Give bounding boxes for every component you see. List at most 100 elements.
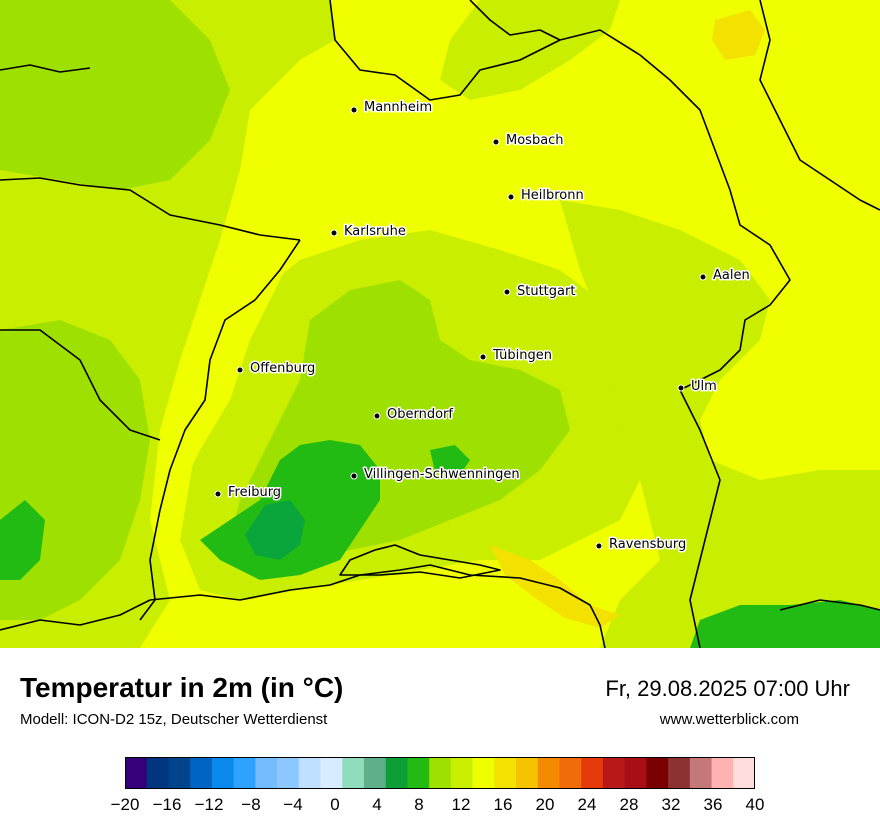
city-tuebingen: Tübingen	[479, 347, 554, 365]
scale-swatch	[407, 757, 430, 789]
scale-swatch	[320, 757, 343, 789]
light-green-east	[560, 200, 880, 648]
scale-swatch	[624, 757, 647, 789]
scale-swatch	[277, 757, 300, 789]
scale-swatch	[255, 757, 278, 789]
city-ravensburg: Ravensburg	[595, 536, 688, 554]
city-villingen-schwenningen: Villingen-Schwenningen	[350, 466, 521, 484]
warm-patch-northeast	[712, 10, 765, 60]
scale-tick-label: 28	[620, 795, 639, 814]
east-border	[759, 0, 880, 211]
scale-swatch	[559, 757, 582, 789]
model-source: Modell: ICON-D2 15z, Deutscher Wetterdie…	[20, 711, 328, 728]
scale-swatch	[429, 757, 452, 789]
scale-swatch	[190, 757, 213, 789]
temperature-color-scale	[125, 757, 755, 789]
temperature-map: Mannheim Mosbach Heilbronn Karlsruhe Aal…	[0, 0, 880, 648]
city-aalen: Aalen	[699, 267, 751, 285]
city-label-oberndorf: Oberndorf	[387, 407, 453, 422]
scale-swatch	[581, 757, 604, 789]
scale-swatch	[537, 757, 560, 789]
border-lines	[0, 0, 880, 648]
scale-tick-label: 32	[662, 795, 681, 814]
west-border-2	[0, 329, 161, 441]
city-ulm: Ulm	[677, 378, 718, 396]
map-title: Temperatur in 2m (in °C)	[20, 672, 344, 703]
scale-swatch	[472, 757, 495, 789]
map-footer: Temperatur in 2m (in °C) Modell: ICON-D2…	[0, 648, 880, 830]
scale-swatch	[125, 757, 148, 789]
scale-tick-label: −12	[195, 795, 224, 814]
west-border-1	[0, 177, 301, 241]
state-border	[329, 0, 791, 648]
city-label-mosbach: Mosbach	[506, 133, 564, 148]
yellow-rhine-strip	[165, 40, 355, 500]
scale-swatch	[689, 757, 713, 789]
lake-constance	[339, 544, 501, 579]
scale-tick-label: 12	[452, 795, 471, 814]
forecast-datetime: Fr, 29.08.2025 07:00 Uhr	[605, 676, 850, 701]
city-label-stuttgart: Stuttgart	[517, 284, 575, 299]
city-oberndorf: Oberndorf	[373, 406, 455, 424]
city-label-aalen: Aalen	[713, 268, 750, 283]
scale-swatch	[711, 757, 734, 789]
scale-tick-label: −20	[111, 795, 140, 814]
scale-swatch	[146, 757, 169, 789]
city-label-ravensburg: Ravensburg	[609, 537, 686, 552]
green-southwest	[0, 500, 45, 580]
city-freiburg: Freiburg	[214, 484, 283, 502]
mid-green-west	[0, 0, 230, 190]
scale-swatch	[298, 757, 322, 789]
scale-swatch	[646, 757, 669, 789]
city-markers: Mannheim Mosbach Heilbronn Karlsruhe Aal…	[214, 99, 751, 554]
scale-tick-label: 24	[578, 795, 597, 814]
scale-swatch	[211, 757, 235, 789]
north-border-1	[0, 64, 91, 73]
scale-swatches	[125, 757, 755, 789]
scale-swatch	[363, 757, 387, 789]
scale-tick-label: 0	[330, 795, 339, 814]
city-heilbronn: Heilbronn	[507, 187, 585, 205]
scale-tick-label: 16	[494, 795, 513, 814]
scale-frame	[125, 757, 755, 789]
city-label-freiburg: Freiburg	[228, 485, 281, 500]
green-southeast	[690, 600, 880, 648]
scale-swatch	[450, 757, 474, 789]
light-green-north	[440, 0, 620, 100]
scale-swatch	[516, 757, 539, 789]
scale-tick-label: −4	[283, 795, 302, 814]
rhine-border	[139, 239, 301, 621]
city-offenburg: Offenburg	[236, 360, 317, 378]
scale-swatch	[494, 757, 517, 789]
scale-tick-label: 40	[746, 795, 765, 814]
scale-tick-label: 4	[372, 795, 381, 814]
scale-swatch	[233, 757, 256, 789]
scale-tick-label: −8	[241, 795, 260, 814]
scale-swatch	[602, 757, 626, 789]
city-stuttgart: Stuttgart	[503, 283, 577, 301]
scale-swatch	[342, 757, 365, 789]
scale-tick-label: 36	[704, 795, 723, 814]
city-mosbach: Mosbach	[492, 132, 565, 150]
scale-tick-labels: −20 −16 −12 −8 −4 0 4 8 12 16 20 24 28 32 36 40	[111, 795, 765, 814]
swiss-border	[149, 564, 606, 648]
southeast-border	[779, 599, 880, 611]
city-label-mannheim: Mannheim	[364, 100, 432, 115]
city-label-villingen-schwenningen: Villingen-Schwenningen	[364, 467, 520, 482]
scale-swatch	[168, 757, 191, 789]
temperature-fields	[0, 0, 880, 648]
green-patch-east	[430, 445, 470, 475]
city-mannheim: Mannheim	[350, 99, 434, 117]
city-label-tuebingen: Tübingen	[492, 348, 552, 363]
dark-green-core	[245, 500, 305, 560]
scale-tick-label: −16	[153, 795, 182, 814]
city-karlsruhe: Karlsruhe	[330, 223, 407, 241]
scale-swatch	[733, 757, 755, 789]
scale-tick-label: 8	[414, 795, 423, 814]
scale-swatch	[385, 757, 408, 789]
website-link[interactable]: www.wetterblick.com	[659, 711, 799, 728]
city-label-offenburg: Offenburg	[250, 361, 315, 376]
south-lines	[0, 599, 151, 631]
city-label-karlsruhe: Karlsruhe	[344, 224, 406, 239]
city-label-ulm: Ulm	[691, 379, 717, 394]
